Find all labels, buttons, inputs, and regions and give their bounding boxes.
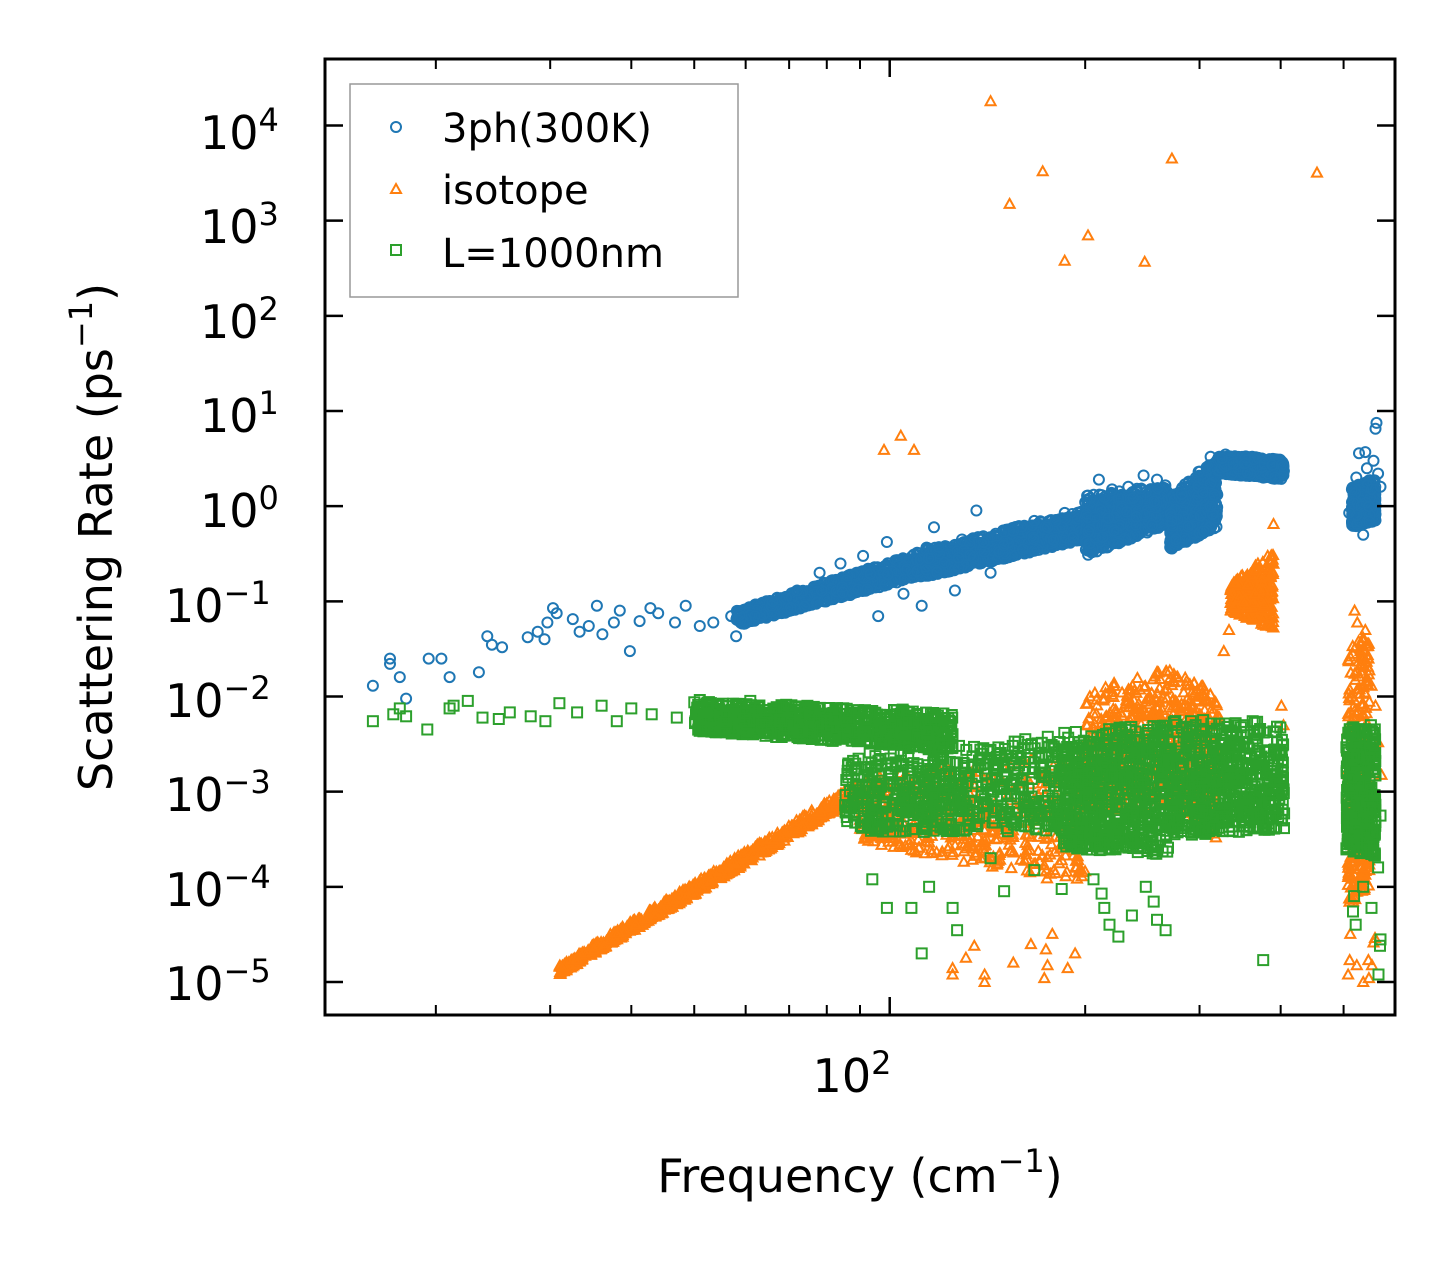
data-point	[1027, 533, 1040, 546]
data-point	[931, 566, 943, 579]
data-point	[798, 600, 811, 613]
data-point	[964, 549, 977, 562]
data-point	[1081, 489, 1094, 502]
data-point	[1107, 524, 1120, 537]
data-point	[1124, 520, 1137, 532]
data-point	[796, 585, 809, 597]
data-point	[1130, 510, 1143, 523]
data-point	[977, 536, 990, 549]
data-point	[836, 581, 849, 593]
data-point	[1049, 515, 1062, 528]
data-point	[1102, 512, 1115, 525]
data-point	[997, 539, 1010, 552]
data-point	[1098, 491, 1111, 504]
data-point	[922, 552, 935, 565]
data-point	[815, 584, 828, 597]
data-point	[825, 574, 838, 587]
data-point	[899, 565, 912, 577]
data-point	[1089, 532, 1102, 544]
data-point	[1015, 526, 1027, 539]
data-point	[765, 599, 778, 612]
data-point	[936, 550, 949, 563]
data-point	[986, 531, 998, 543]
data-point	[963, 537, 976, 550]
data-point	[1148, 495, 1161, 508]
data-point	[1096, 531, 1109, 544]
data-point	[952, 551, 965, 564]
data-point	[1138, 508, 1151, 521]
data-layer	[366, 94, 1389, 987]
data-point	[836, 586, 849, 599]
data-point	[951, 545, 964, 557]
data-point	[999, 547, 1012, 560]
data-point	[1031, 543, 1044, 556]
data-point	[1047, 534, 1060, 547]
data-point	[1127, 492, 1140, 505]
data-point	[864, 568, 877, 581]
data-point	[784, 601, 797, 614]
data-point	[861, 583, 874, 596]
data-point	[889, 574, 902, 587]
data-point	[898, 573, 911, 586]
data-point	[1082, 525, 1095, 538]
data-point	[1016, 543, 1029, 556]
data-point	[847, 582, 860, 595]
data-point	[1082, 548, 1095, 561]
data-point	[1120, 505, 1133, 518]
data-point	[1146, 519, 1159, 531]
data-point	[938, 556, 951, 569]
data-point	[932, 541, 945, 554]
data-point	[733, 609, 746, 622]
data-point	[1056, 521, 1069, 534]
data-point	[998, 525, 1011, 538]
data-point	[1084, 523, 1096, 536]
data-point	[1130, 519, 1142, 531]
data-point	[1089, 511, 1101, 523]
data-point	[1112, 537, 1125, 550]
data-point	[1067, 531, 1080, 544]
data-point	[1135, 482, 1148, 495]
data-point	[1151, 482, 1164, 495]
data-point	[910, 554, 923, 567]
data-point	[881, 568, 894, 581]
series-circle	[366, 416, 1387, 705]
